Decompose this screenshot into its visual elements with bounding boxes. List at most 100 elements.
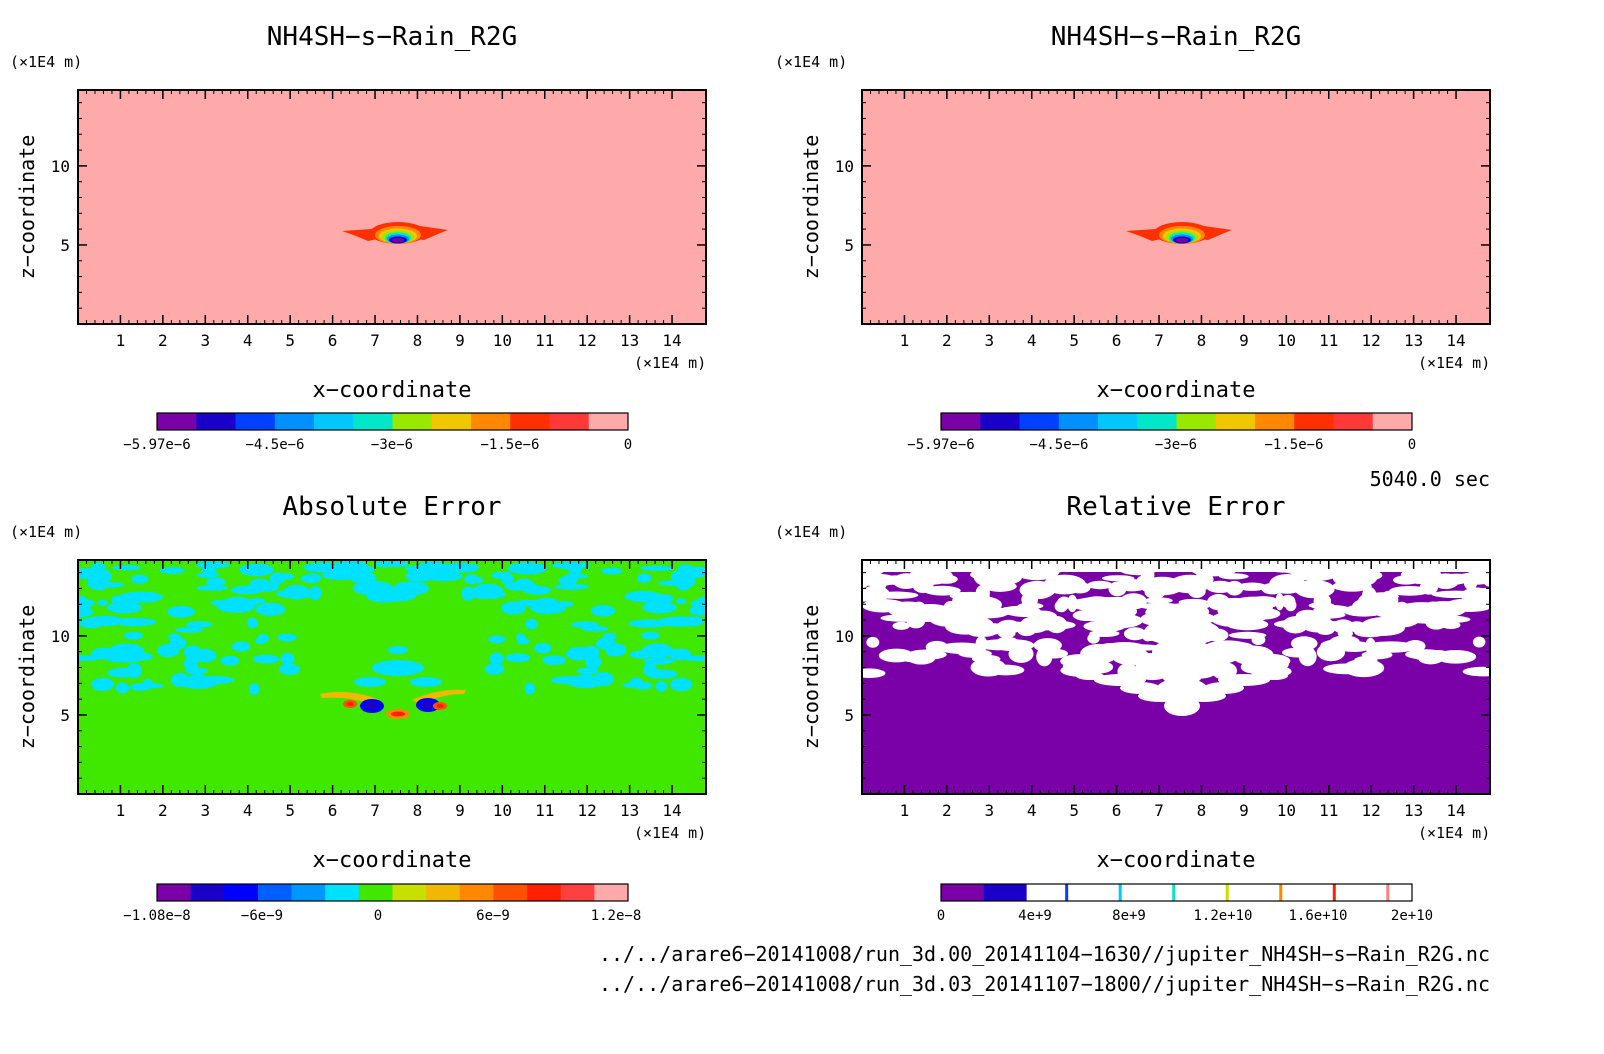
x-tick-label: 6	[1112, 801, 1122, 820]
error-blob	[78, 568, 103, 580]
error-blob	[131, 574, 149, 584]
x-tick-label: 2	[158, 331, 168, 350]
error-blob	[1225, 580, 1244, 596]
error-blob	[507, 562, 548, 575]
error-blob	[500, 571, 514, 585]
error-blob	[282, 585, 311, 600]
error-blob	[1113, 649, 1134, 657]
x-tick-label: 8	[413, 331, 423, 350]
colorbar-label: 0	[1408, 437, 1416, 453]
x-tick-label: 6	[328, 331, 338, 350]
error-blob	[1363, 641, 1417, 653]
error-blob	[1365, 637, 1376, 654]
colorbar-swatch	[980, 413, 1020, 430]
error-blob	[321, 570, 359, 581]
error-blob	[1342, 604, 1385, 617]
y-axis-label: z−coordinate	[15, 135, 39, 280]
error-blob	[249, 683, 260, 696]
error-blob	[366, 590, 404, 603]
error-blob	[91, 677, 115, 692]
error-blob	[472, 577, 484, 584]
plot-area	[78, 90, 706, 324]
colorbar-swatch	[594, 884, 629, 901]
panel-title: Relative Error	[1066, 492, 1285, 522]
x-tick-marks	[862, 90, 1490, 324]
error-blob	[1462, 666, 1490, 677]
x-tick-label: 5	[1069, 801, 1079, 820]
colorbar-swatch	[431, 413, 472, 430]
error-blob	[1311, 586, 1329, 595]
colorbar-label: 2e+10	[1391, 908, 1433, 924]
error-blob	[425, 571, 463, 582]
error-blob	[1392, 575, 1420, 585]
x-axis-label: x−coordinate	[1097, 378, 1256, 403]
rain-contour	[1176, 237, 1188, 243]
error-blob	[514, 578, 534, 591]
y-tick-label: 5	[844, 236, 854, 255]
error-blob	[471, 583, 504, 599]
error-blob	[1291, 619, 1330, 630]
error-blob	[1178, 598, 1209, 606]
panel-relative-error: Relative Error (×1E4 m) 1 2 3 4 5 6 7 8 9 10 11 12 1…	[775, 492, 1491, 924]
error-blob	[372, 660, 424, 676]
colorbar-swatch	[941, 413, 981, 430]
x-tick-label: 3	[200, 331, 210, 350]
error-blob	[231, 641, 251, 652]
colorbar-swatch	[257, 884, 293, 901]
error-plume	[1218, 674, 1270, 686]
error-blob	[933, 574, 958, 584]
x-tick-label: 9	[455, 801, 465, 820]
error-blob	[1404, 640, 1426, 653]
error-blob	[681, 655, 706, 662]
colorbar-separator	[1172, 884, 1176, 901]
colorbar-swatch	[392, 884, 427, 901]
x-tick-labels: 1 2 3 4 5 6 7 8 9 10 11 12 13 14	[116, 331, 682, 350]
error-blob	[646, 668, 663, 676]
error-blob	[542, 655, 566, 666]
error-blob	[122, 669, 137, 676]
colorbar-label: −4.5e−6	[245, 437, 304, 453]
error-blob	[123, 631, 144, 640]
colorbar-swatch	[588, 413, 629, 430]
error-blob	[536, 597, 558, 605]
colorbar-separator	[1279, 884, 1283, 901]
colorbar-label: 0	[374, 908, 382, 924]
error-blob	[159, 567, 185, 574]
error-blob	[220, 655, 240, 666]
error-blob	[997, 629, 1016, 638]
error-blob	[640, 631, 661, 640]
error-blob	[277, 633, 297, 642]
footer-path: ../../arare6−20141008/run_3d.03_20141107…	[599, 972, 1490, 996]
colorbar-swatch	[1019, 413, 1060, 430]
x-tick-label: 12	[578, 801, 597, 820]
colorbar-swatch	[510, 413, 550, 430]
error-blob	[558, 576, 578, 585]
x-tick-labels: 1 2 3 4 5 6 7 8 9 10 11 12 13 14	[900, 331, 1466, 350]
y-axis-label: z−coordinate	[15, 605, 39, 750]
error-feature	[391, 711, 405, 717]
error-blob	[892, 621, 910, 630]
error-blob	[1220, 597, 1250, 606]
x-tick-label: 7	[370, 801, 380, 820]
error-blob	[975, 636, 988, 653]
error-blob	[1254, 659, 1284, 672]
error-blob	[967, 606, 1010, 619]
colorbar-swatch	[353, 413, 393, 430]
y-unit-label: (×1E4 m)	[775, 523, 847, 541]
x-unit-label: (×1E4 m)	[634, 354, 706, 372]
panel-title: Absolute Error	[282, 492, 501, 522]
error-blob	[78, 595, 89, 610]
error-blob	[1425, 616, 1447, 630]
colorbar-swatch	[1372, 413, 1413, 430]
error-blob	[501, 601, 526, 615]
error-blob	[112, 565, 142, 571]
colorbar-swatch	[493, 884, 528, 901]
colorbar-separator	[1118, 884, 1122, 901]
colorbar-swatch	[941, 884, 985, 901]
x-tick-label: 6	[1112, 331, 1122, 350]
error-blob	[1360, 617, 1403, 637]
error-blob	[1290, 636, 1318, 651]
x-tick-label: 1	[116, 331, 126, 350]
time-label: 5040.0 sec	[1370, 467, 1490, 491]
x-tick-label: 13	[620, 801, 639, 820]
